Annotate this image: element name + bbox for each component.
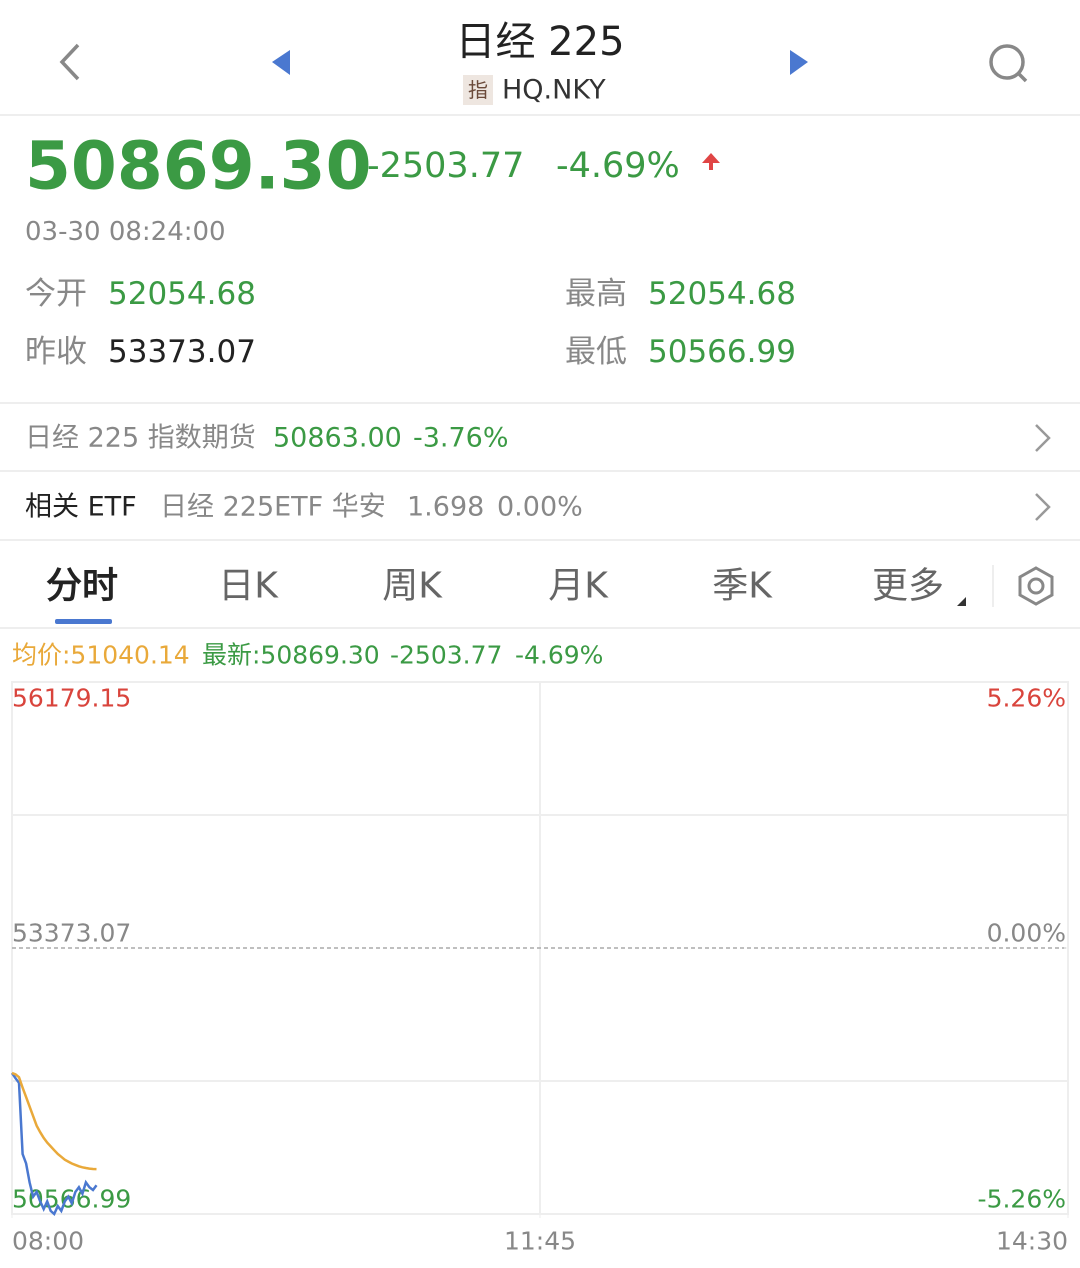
x-tick-label: 11:45 bbox=[504, 1227, 576, 1256]
code: HQ.NKY bbox=[502, 75, 606, 106]
price-line bbox=[10, 1072, 98, 1217]
etf-label: 相关 ETF bbox=[25, 492, 137, 523]
etf-row[interactable]: 相关 ETF 日经 225ETF 华安 1.698 0.00% bbox=[25, 492, 1051, 523]
stat-label: 今开 bbox=[25, 276, 87, 312]
stat-value: 53373.07 bbox=[108, 334, 256, 370]
tab[interactable]: 季K bbox=[712, 566, 773, 607]
tab-indicator bbox=[55, 619, 112, 624]
stat-value: 52054.68 bbox=[108, 276, 256, 312]
futures-value: 50863.00 bbox=[273, 423, 402, 454]
futures-pct: -3.76% bbox=[413, 423, 509, 454]
legend-change: -2503.77 bbox=[390, 641, 502, 670]
chevron bbox=[1035, 493, 1051, 521]
back-button[interactable] bbox=[59, 43, 80, 81]
badge: 指 bbox=[468, 78, 488, 102]
stat-label: 最高 bbox=[565, 276, 627, 312]
tab[interactable]: 日K bbox=[218, 566, 279, 607]
stat-value: 50566.99 bbox=[648, 334, 796, 370]
futures-row[interactable]: 日经 225 指数期货 50863.00 -3.76% bbox=[25, 423, 1051, 454]
y2-tick-label: 0.00% bbox=[987, 919, 1066, 948]
tab[interactable]: 更多 bbox=[872, 566, 944, 607]
chart: 56179.1553373.0750566.995.26%0.00%-5.26%… bbox=[10, 681, 1069, 1256]
settings-button[interactable] bbox=[1018, 566, 1054, 606]
etf-price: 1.698 bbox=[407, 492, 484, 523]
time: 03-30 08:24:00 bbox=[25, 217, 226, 247]
price: 50869.30 bbox=[25, 128, 372, 205]
tab[interactable]: 周K bbox=[382, 566, 443, 607]
tab[interactable]: 月K bbox=[548, 566, 609, 607]
y2-tick-label: -5.26% bbox=[978, 1185, 1066, 1214]
legend-avg: 均价:51040.14 bbox=[12, 641, 190, 670]
stat-label: 最低 bbox=[565, 334, 627, 370]
y-tick-label: 56179.15 bbox=[12, 684, 131, 713]
price-line bbox=[11, 1071, 97, 1171]
x-tick-label: 14:30 bbox=[996, 1227, 1068, 1256]
stats: 今开 52054.68 最高 52054.68 昨收 53373.07 最低 50566.99 bbox=[25, 276, 796, 370]
search-button[interactable] bbox=[989, 44, 1028, 83]
y2-tick-label: 5.26% bbox=[987, 684, 1066, 713]
tabs: 分时 日K 周K 月K 季K 更多 bbox=[46, 566, 944, 607]
change-pct: -4.69% bbox=[556, 146, 680, 186]
more-caret bbox=[957, 597, 966, 606]
stat-label: 昨收 bbox=[25, 334, 87, 370]
chevron bbox=[1035, 424, 1051, 452]
prev-button[interactable] bbox=[272, 50, 290, 75]
stat-value: 52054.68 bbox=[648, 276, 796, 312]
next-button[interactable] bbox=[790, 50, 808, 75]
etf-pct: 0.00% bbox=[497, 492, 583, 523]
futures-label: 日经 225 指数期货 bbox=[25, 423, 256, 454]
title: 日经 225 bbox=[455, 19, 624, 65]
legend-pct: -4.69% bbox=[515, 641, 603, 670]
legend-last: 最新:50869.30 bbox=[202, 641, 380, 670]
badge-bg bbox=[463, 75, 493, 105]
y-tick-label: 53373.07 bbox=[12, 919, 131, 948]
x-tick-label: 08:00 bbox=[12, 1227, 84, 1256]
arrow-icon bbox=[702, 153, 720, 170]
change: -2503.77 bbox=[367, 146, 524, 186]
tab[interactable]: 分时 bbox=[46, 566, 118, 607]
etf-name: 日经 225ETF 华安 bbox=[160, 492, 386, 523]
